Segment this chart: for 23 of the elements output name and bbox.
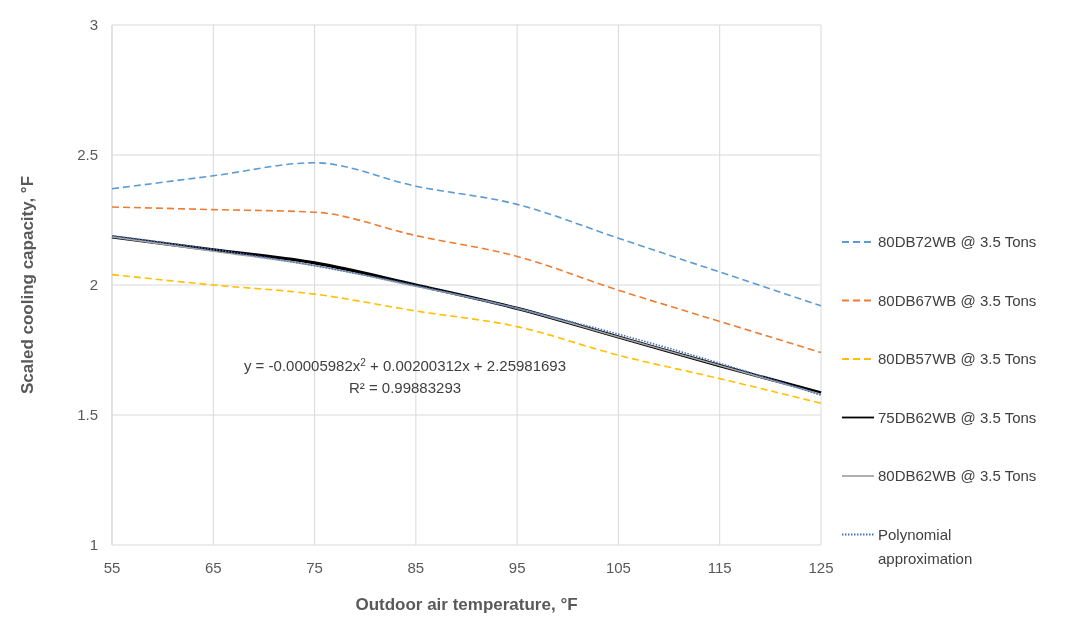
x-tick-label: 75 <box>306 559 323 576</box>
y-axis-title: Scaled cooling capacity, °F <box>18 175 37 395</box>
x-tick-label: 125 <box>808 559 834 576</box>
x-tick-label: 105 <box>605 559 631 576</box>
annotation: R² = 0.99883293 <box>348 379 462 396</box>
y-tick-label: 3 <box>89 16 98 33</box>
legend-label: 80DB57WB @ 3.5 Tons <box>878 350 1037 367</box>
x-tick-label: 95 <box>508 559 526 576</box>
x-tick-label: 55 <box>103 559 121 576</box>
y-tick-label: 2.5 <box>77 146 98 163</box>
y-tick-label: 1.5 <box>77 406 98 423</box>
x-tick-label: 115 <box>707 559 732 576</box>
y-tick-label: 2 <box>89 276 98 293</box>
annotation: y = -0.00005982x$^{2}$ + 0.00200312x + 2.25981693 <box>243 356 567 374</box>
x-tick-label: 65 <box>204 559 222 576</box>
legend-label: 75DB62WB @ 3.5 Tons <box>878 408 1037 426</box>
legend-label: 80DB67WB @ 3.5 Tons <box>878 291 1037 309</box>
y-tick-label: 1 <box>89 536 98 553</box>
legend-label: 80DB62WB @ 3.5 Tons <box>878 467 1037 484</box>
x-tick-label: 85 <box>407 559 425 576</box>
legend-label: Polynomial approximation <box>878 525 973 567</box>
x-axis-title: Outdoor air temperature, °F <box>355 595 578 614</box>
legend-label: 80DB72WB @ 3.5 Tons <box>878 233 1037 250</box>
